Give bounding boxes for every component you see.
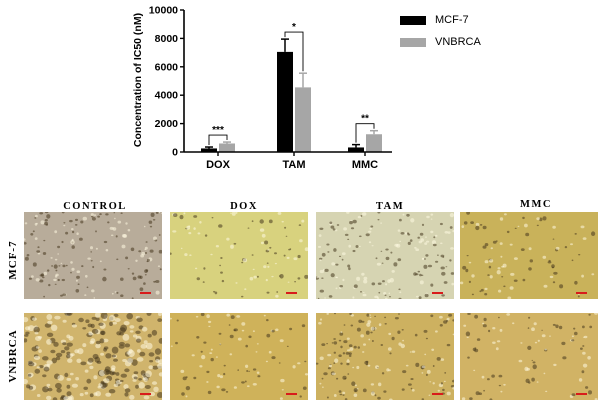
y-axis: 0 2000 4000 6000 8000 10000 bbox=[149, 5, 185, 159]
scale-bar bbox=[286, 292, 297, 294]
error-bars bbox=[205, 38, 378, 149]
legend-label-vnbrca: VNBRCA bbox=[435, 36, 481, 48]
y-axis-label: Concentration of IC50 (nM) bbox=[132, 13, 144, 147]
x-tick-label: TAM bbox=[282, 159, 305, 171]
micrograph-vnbrca-mmc bbox=[460, 313, 598, 400]
scale-bar bbox=[432, 393, 443, 395]
bar bbox=[219, 143, 235, 152]
x-tick-label: DOX bbox=[206, 159, 231, 171]
legend-item-mcf7: MCF-7 bbox=[400, 12, 481, 28]
scale-bar bbox=[286, 393, 297, 395]
micrograph-mcf7-mmc bbox=[460, 212, 598, 299]
micrograph-texture bbox=[24, 313, 162, 400]
y-tick-label: 0 bbox=[172, 147, 178, 159]
bar bbox=[277, 51, 293, 152]
significance-mark: ** bbox=[361, 114, 369, 125]
y-tick-label: 10000 bbox=[149, 5, 178, 17]
legend-swatch-vnbrca bbox=[400, 37, 426, 47]
micrograph-texture bbox=[316, 313, 454, 400]
micrograph-texture bbox=[461, 313, 598, 400]
micrograph-vnbrca-control bbox=[24, 313, 162, 400]
x-tick-label: MMC bbox=[352, 159, 378, 171]
scale-bar bbox=[432, 292, 443, 294]
column-label-mmc: MMC bbox=[520, 199, 552, 210]
significance-brackets: ****** bbox=[208, 22, 375, 146]
micrograph-texture bbox=[316, 212, 454, 299]
bar bbox=[348, 147, 364, 152]
legend-label-mcf7: MCF-7 bbox=[435, 14, 469, 26]
scale-bar bbox=[140, 393, 151, 395]
micrograph-mcf7-control bbox=[24, 212, 162, 299]
legend-swatch-mcf7 bbox=[400, 15, 426, 25]
micrograph-texture bbox=[24, 212, 162, 299]
y-tick-label: 2000 bbox=[155, 118, 179, 130]
significance-bracket bbox=[355, 123, 375, 143]
micrograph-texture bbox=[460, 212, 596, 299]
scale-bar bbox=[140, 292, 151, 294]
column-label-control: CONTROL bbox=[63, 201, 127, 212]
significance-bracket bbox=[284, 31, 304, 72]
significance-mark: * bbox=[292, 22, 296, 33]
x-axis: DOX TAM MMC bbox=[184, 151, 392, 171]
bar bbox=[201, 148, 217, 152]
bar bbox=[295, 87, 311, 152]
micrograph-vnbrca-dox bbox=[170, 313, 308, 400]
significance-bracket bbox=[208, 134, 228, 146]
column-label-dox: DOX bbox=[230, 201, 258, 212]
micrograph-mcf7-dox bbox=[170, 212, 308, 299]
row-label-mcf7: MCF-7 bbox=[7, 240, 19, 280]
legend-item-vnbrca: VNBRCA bbox=[400, 34, 481, 50]
bars bbox=[201, 51, 382, 152]
micrograph-mcf7-tam bbox=[316, 212, 454, 299]
y-tick-label: 6000 bbox=[155, 61, 179, 73]
chart-legend: MCF-7 VNBRCA bbox=[400, 12, 481, 56]
scale-bar bbox=[576, 292, 587, 294]
row-label-vnbrca: VNBRCA bbox=[7, 329, 19, 383]
micrograph-vnbrca-tam bbox=[316, 313, 454, 400]
y-tick-label: 8000 bbox=[155, 33, 179, 45]
significance-mark: *** bbox=[212, 125, 224, 136]
column-label-tam: TAM bbox=[375, 201, 405, 212]
micrograph-texture bbox=[170, 313, 308, 400]
micrograph-texture bbox=[170, 212, 308, 298]
y-tick-label: 4000 bbox=[155, 90, 179, 102]
scale-bar bbox=[576, 393, 587, 395]
ic50-bar-chart: Concentration of IC50 (nM) 0 2000 4000 6000… bbox=[132, 5, 392, 171]
bar bbox=[366, 134, 382, 152]
